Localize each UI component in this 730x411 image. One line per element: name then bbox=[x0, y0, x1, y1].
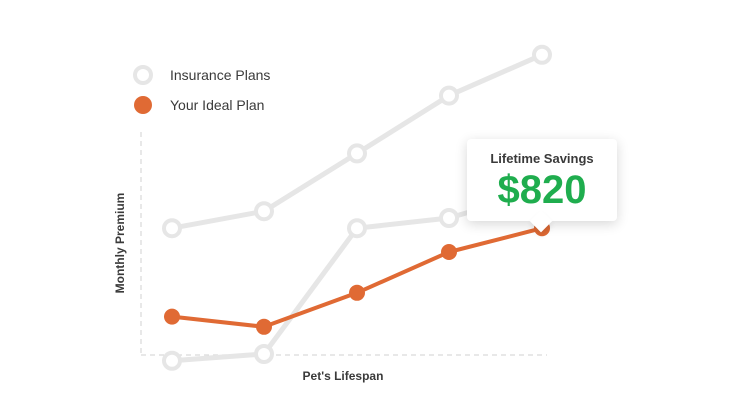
filled-circle-icon bbox=[134, 96, 152, 114]
x-axis-label: Pet's Lifespan bbox=[302, 369, 384, 383]
callout-value: $820 bbox=[497, 168, 587, 212]
data-point-s3-4 bbox=[441, 244, 457, 260]
callout-title: Lifetime Savings bbox=[490, 151, 594, 166]
data-point-s1-3 bbox=[347, 143, 367, 164]
data-point-s2-4 bbox=[439, 208, 459, 228]
data-point-s1-5 bbox=[532, 44, 552, 65]
data-point-s1-4 bbox=[439, 85, 459, 106]
legend: Insurance Plans Your Ideal Plan bbox=[133, 60, 271, 120]
series-line-3 bbox=[171, 226, 543, 329]
legend-item-ideal-plan: Your Ideal Plan bbox=[134, 90, 270, 120]
savings-callout: Lifetime Savings $820 bbox=[467, 139, 617, 221]
legend-label: Insurance Plans bbox=[170, 67, 271, 83]
data-point-s1-2 bbox=[254, 201, 274, 222]
hollow-circle-icon bbox=[133, 65, 153, 85]
data-point-s3-1 bbox=[164, 308, 180, 325]
data-point-s3-2 bbox=[256, 318, 272, 335]
data-point-s1-1 bbox=[162, 218, 182, 239]
data-point-s2-3 bbox=[347, 218, 367, 239]
data-point-s2-1 bbox=[162, 350, 182, 371]
data-point-s2-2 bbox=[254, 344, 274, 364]
legend-label: Your Ideal Plan bbox=[170, 97, 265, 113]
legend-item-insurance-plans: Insurance Plans bbox=[133, 60, 271, 90]
data-point-s3-3 bbox=[349, 284, 365, 301]
y-axis-label: Monthly Premium bbox=[113, 192, 127, 294]
